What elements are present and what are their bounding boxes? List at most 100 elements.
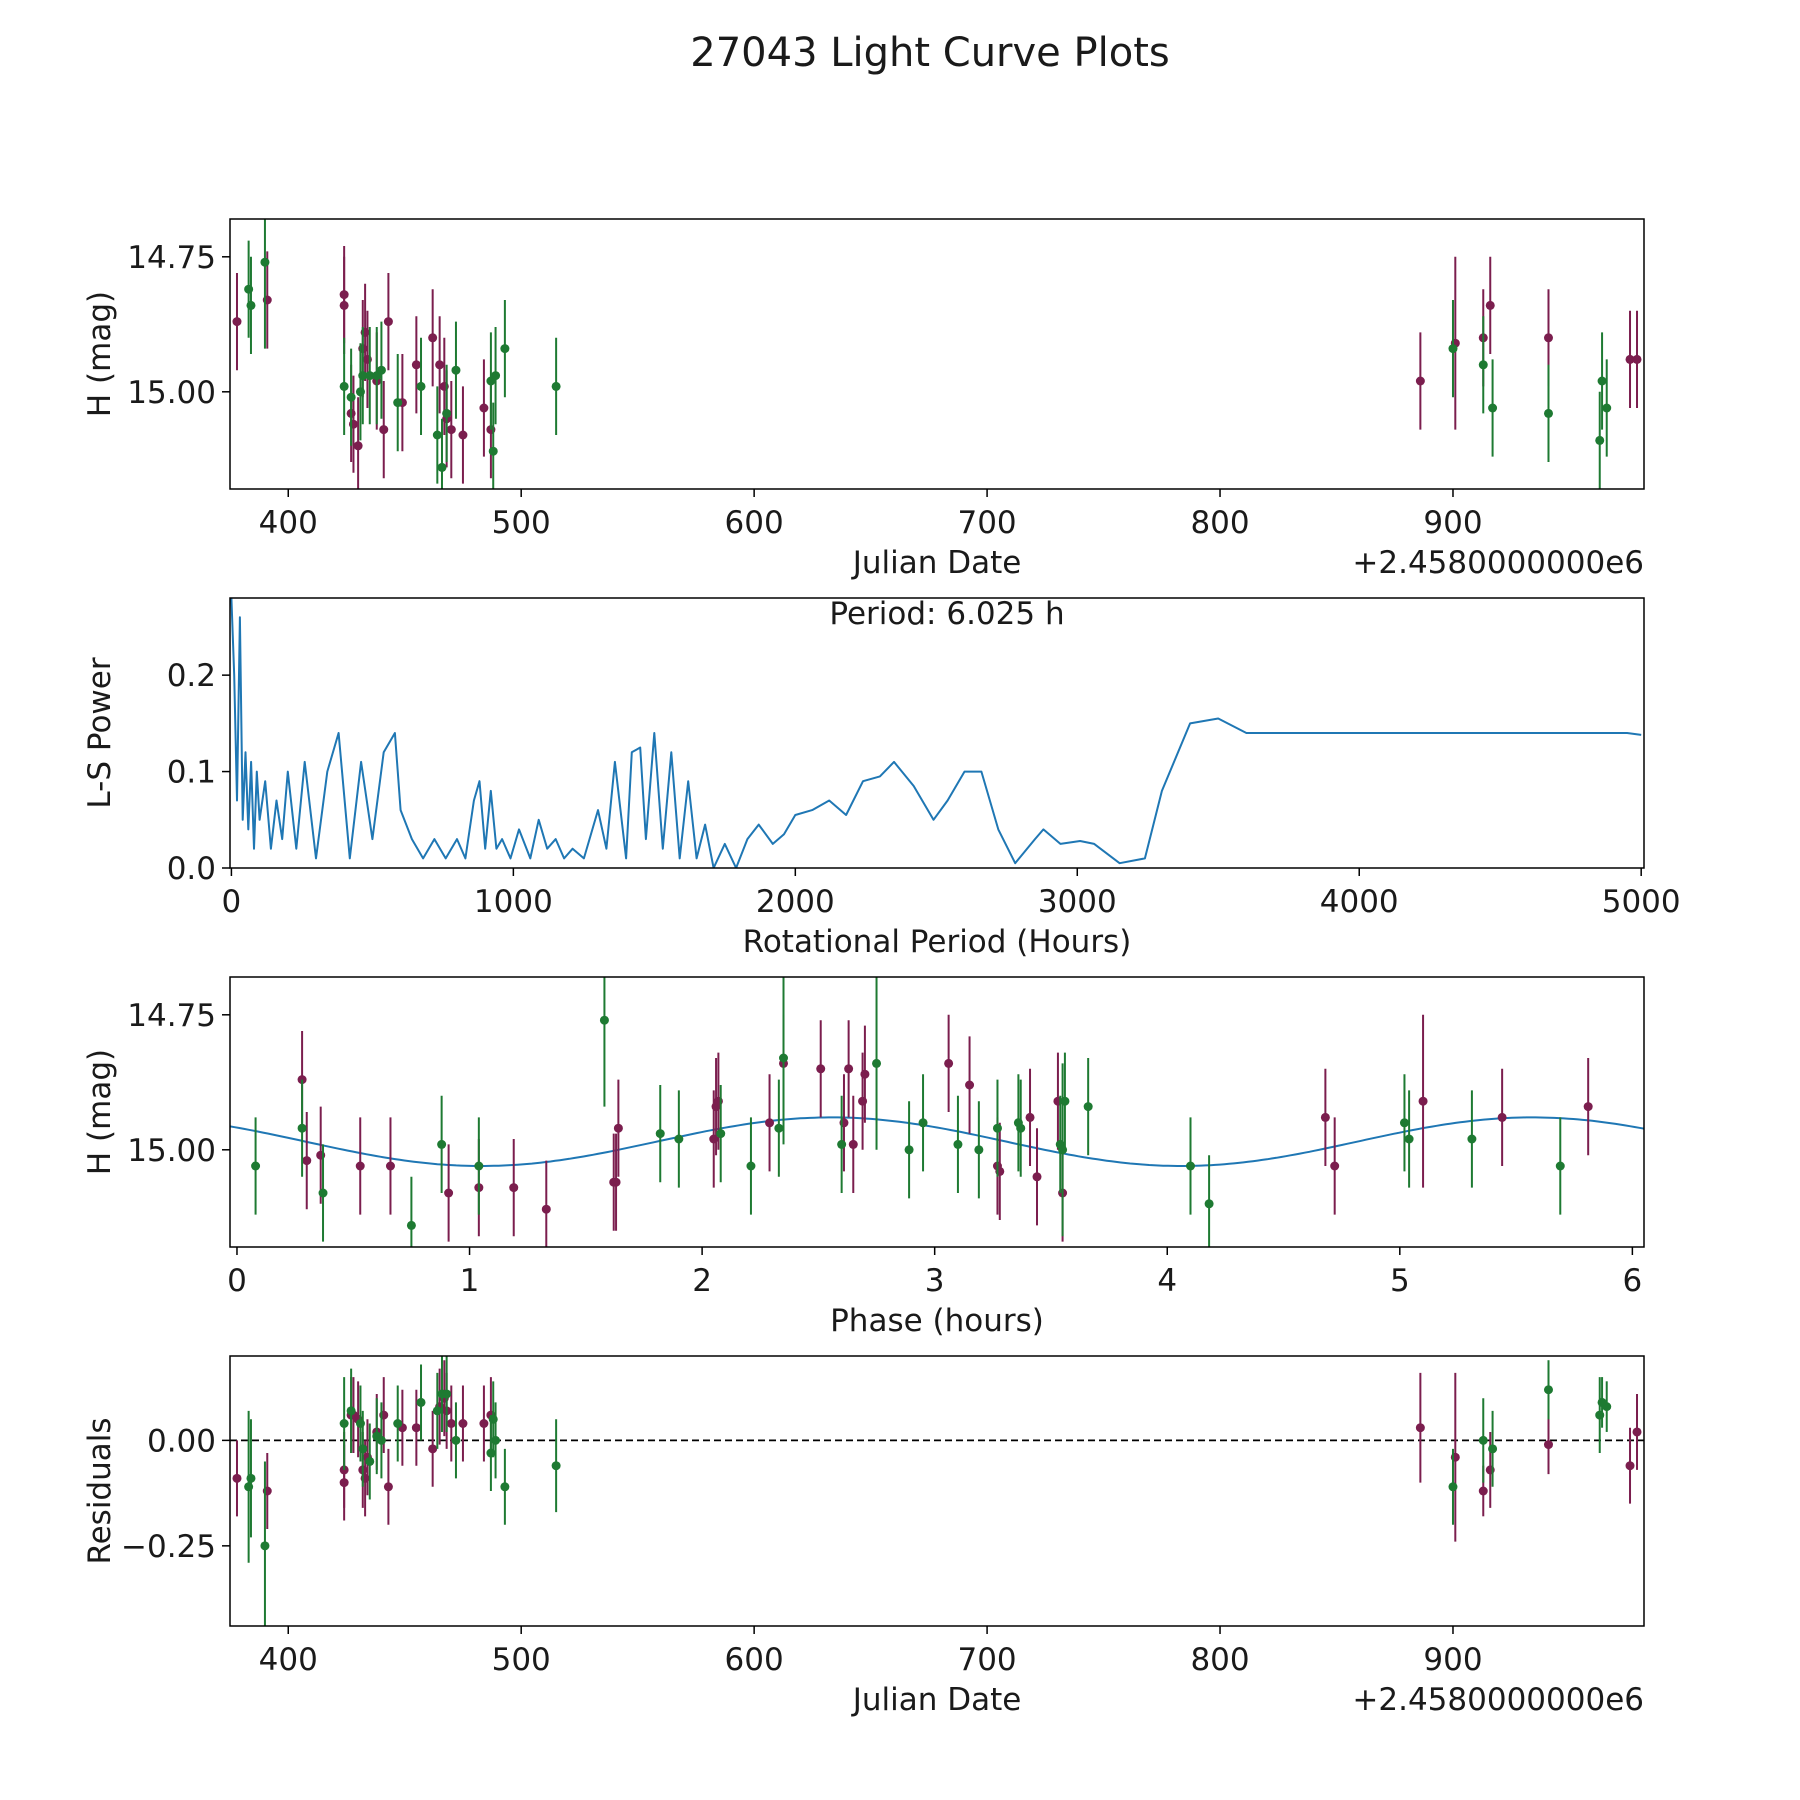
- green-data-point: [365, 371, 375, 381]
- figure-title: 27043 Light Curve Plots: [690, 30, 1169, 76]
- y-axis-label: H (mag): [82, 291, 118, 417]
- x-tick-label: 500: [492, 505, 551, 541]
- green-data-point: [393, 1419, 403, 1428]
- green-data-point: [779, 1053, 789, 1063]
- red-data-point: [1625, 1461, 1635, 1471]
- red-data-point: [1478, 1486, 1488, 1496]
- green-data-point: [655, 1129, 665, 1139]
- red-data-point: [1583, 1102, 1593, 1112]
- y-tick-label: 15.00: [127, 375, 216, 411]
- x-tick-label: 700: [957, 1642, 1016, 1678]
- green-data-point: [1543, 408, 1553, 418]
- phased-frame: [229, 976, 1645, 1248]
- green-data-point: [442, 1389, 452, 1399]
- green-data-point: [1555, 1161, 1565, 1171]
- green-data-point: [416, 381, 426, 391]
- red-data-point: [355, 1161, 365, 1171]
- x-tick-label: 6: [1623, 1263, 1643, 1299]
- green-data-point: [1488, 403, 1498, 413]
- red-data-point: [446, 425, 456, 435]
- green-data-point: [1060, 1096, 1070, 1106]
- green-data-point: [1602, 403, 1612, 413]
- x-tick-label: 3: [925, 1263, 945, 1299]
- red-data-point: [1418, 1096, 1428, 1106]
- periodogram-plot-area: [230, 598, 1642, 868]
- periodogram-frame: [229, 597, 1645, 869]
- green-data-point: [1448, 1482, 1458, 1492]
- red-data-point: [765, 1118, 775, 1128]
- red-data-point: [848, 1139, 858, 1149]
- y-tick-label: 0.1: [167, 755, 216, 791]
- red-data-point: [479, 1419, 489, 1428]
- green-data-point: [1478, 360, 1488, 370]
- lightcurve-frame: [229, 218, 1645, 490]
- green-data-point: [416, 1397, 426, 1407]
- red-data-point: [385, 1161, 395, 1171]
- x-tick-label: 2: [692, 1263, 712, 1299]
- green-data-point: [406, 1220, 416, 1230]
- red-data-point: [383, 1482, 393, 1492]
- x-offset-label: +2.4580000000e6: [1352, 545, 1644, 581]
- green-data-point: [953, 1139, 963, 1149]
- residuals-frame: [229, 1355, 1645, 1627]
- red-data-point: [379, 425, 389, 435]
- red-data-point: [339, 290, 349, 300]
- red-data-point: [302, 1156, 312, 1166]
- red-data-point: [1330, 1161, 1340, 1171]
- lightcurve-panel: 400 500 600 700 800 900 15.00 14.75 Julian Date H…: [82, 218, 1645, 581]
- red-data-point: [965, 1080, 975, 1090]
- x-offset-label: +2.4580000000e6: [1352, 1682, 1644, 1718]
- green-data-point: [346, 1406, 356, 1416]
- red-data-point: [1632, 1427, 1642, 1437]
- green-data-point: [551, 1461, 561, 1471]
- red-data-point: [383, 317, 393, 327]
- x-tick-label: 5000: [1602, 884, 1681, 920]
- red-data-point: [458, 1419, 468, 1428]
- green-data-point: [260, 1541, 270, 1551]
- green-data-point: [437, 1139, 447, 1149]
- green-data-point: [1488, 1444, 1498, 1454]
- y-tick-label: 14.75: [127, 240, 216, 276]
- green-data-point: [346, 392, 356, 402]
- red-data-point: [816, 1064, 826, 1074]
- x-tick-label: 4000: [1320, 884, 1399, 920]
- red-data-point: [613, 1123, 623, 1133]
- green-data-point: [365, 1456, 375, 1466]
- green-data-point: [774, 1123, 784, 1133]
- green-data-point: [451, 1435, 461, 1445]
- lightcurve-plot-area: [232, 219, 1642, 489]
- red-data-point: [339, 1478, 349, 1488]
- x-tick-label: 2000: [756, 884, 835, 920]
- periodogram-panel: 0 1000 2000 3000 4000 5000 0.0 0.1 0.2 Rotational…: [82, 596, 1681, 960]
- green-data-point: [918, 1118, 928, 1128]
- green-data-point: [551, 381, 561, 391]
- green-data-point: [974, 1145, 984, 1155]
- red-data-point: [428, 1444, 438, 1454]
- green-data-point: [746, 1161, 756, 1171]
- red-data-point: [232, 317, 242, 327]
- x-tick-label: 600: [725, 1642, 784, 1678]
- green-data-point: [246, 300, 256, 310]
- x-tick-label: 0: [222, 884, 242, 920]
- residuals-panel: 400 500 600 700 800 900 0.00 −0.25 Julian Date Re…: [82, 1355, 1645, 1718]
- x-tick-label: 3000: [1038, 884, 1117, 920]
- red-data-point: [353, 441, 363, 451]
- green-data-point: [904, 1145, 914, 1155]
- red-data-point: [1625, 354, 1635, 364]
- x-tick-label: 600: [725, 505, 784, 541]
- red-data-point: [446, 1419, 456, 1428]
- y-tick-label: −0.25: [121, 1529, 216, 1565]
- red-data-point: [232, 1473, 242, 1483]
- x-tick-label: 1000: [474, 884, 553, 920]
- green-data-point: [1083, 1102, 1093, 1112]
- y-tick-label: 0.0: [167, 851, 216, 887]
- green-data-point: [491, 1435, 501, 1445]
- power-spectrum-line: [230, 598, 1642, 868]
- green-data-point: [474, 1161, 484, 1171]
- green-data-point: [1448, 344, 1458, 354]
- x-axis-label: Julian Date: [851, 545, 1022, 581]
- y-tick-label: 14.75: [127, 998, 216, 1034]
- green-data-point: [1399, 1118, 1409, 1128]
- red-data-point: [435, 360, 445, 370]
